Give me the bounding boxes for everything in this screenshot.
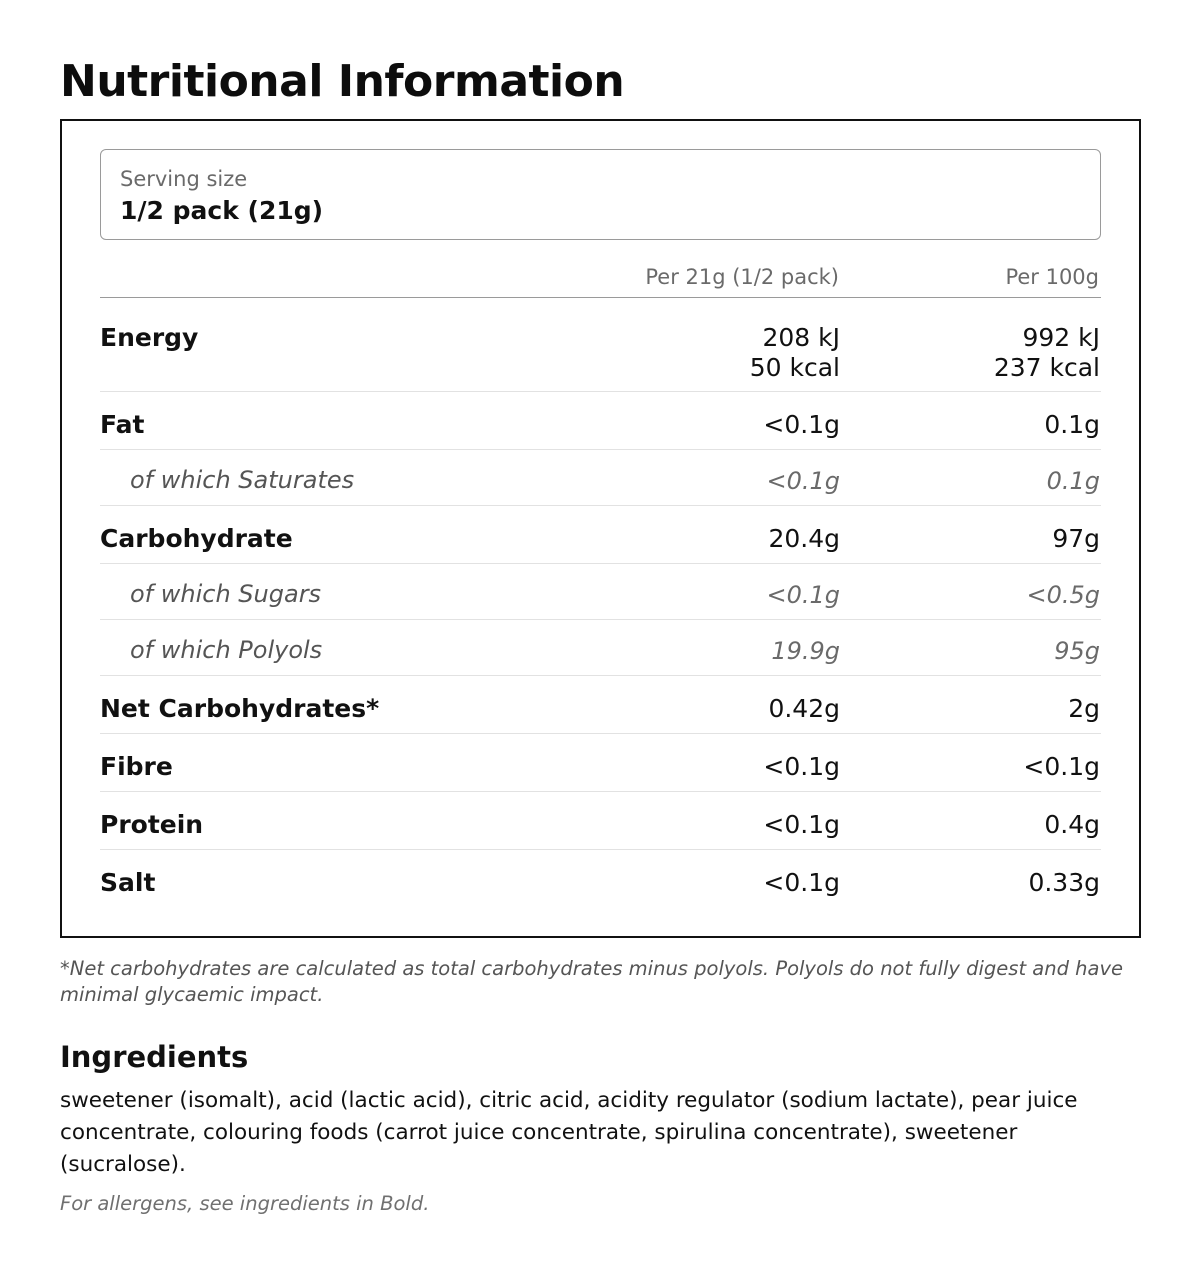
nutrient-label: of which Saturates bbox=[130, 466, 355, 494]
per-serving-value: 19.9g bbox=[771, 637, 840, 665]
column-header-per-serving: Per 21g (1/2 pack) bbox=[645, 265, 839, 289]
per-serving-value: 20.4g bbox=[768, 524, 840, 553]
per-serving-value: <0.1g bbox=[766, 581, 840, 609]
table-row: Net Carbohydrates* 0.42g 2g bbox=[100, 676, 1101, 734]
serving-size-value: 1/2 pack (21g) bbox=[120, 196, 324, 225]
table-row: of which Saturates <0.1g 0.1g bbox=[100, 450, 1101, 506]
table-row: of which Polyols 19.9g 95g bbox=[100, 620, 1101, 676]
per-100g-value-kcal: 237 kcal bbox=[993, 353, 1100, 382]
nutrient-label: of which Polyols bbox=[130, 636, 323, 664]
nutrient-label: Fibre bbox=[100, 752, 173, 781]
column-header-per-100g: Per 100g bbox=[1005, 265, 1099, 289]
table-row: Energy 208 kJ 50 kcal 992 kJ 237 kcal bbox=[100, 298, 1101, 392]
per-100g-value: 0.4g bbox=[1044, 810, 1100, 839]
per-serving-value-kcal: 50 kcal bbox=[749, 353, 840, 382]
per-serving-value: 208 kJ bbox=[762, 323, 840, 352]
nutrient-label: Energy bbox=[100, 323, 199, 352]
table-row: Carbohydrate 20.4g 97g bbox=[100, 506, 1101, 564]
nutrient-rows: Energy 208 kJ 50 kcal 992 kJ 237 kcal Fa… bbox=[100, 298, 1101, 908]
nutrient-label: Carbohydrate bbox=[100, 524, 293, 553]
per-serving-value: 0.42g bbox=[768, 694, 840, 723]
page-title: Nutritional Information bbox=[60, 56, 625, 107]
table-row: Salt <0.1g 0.33g bbox=[100, 850, 1101, 908]
nutrient-label: Salt bbox=[100, 868, 156, 897]
per-100g-value: 2g bbox=[1068, 694, 1100, 723]
table-row: of which Sugars <0.1g <0.5g bbox=[100, 564, 1101, 620]
per-100g-value: 95g bbox=[1054, 637, 1100, 665]
per-100g-value: 992 kJ bbox=[1022, 323, 1100, 352]
per-serving-value: <0.1g bbox=[766, 467, 840, 495]
serving-size-label: Serving size bbox=[120, 167, 248, 191]
table-row: Protein <0.1g 0.4g bbox=[100, 792, 1101, 850]
per-serving-value: <0.1g bbox=[763, 810, 840, 839]
per-serving-value: <0.1g bbox=[763, 752, 840, 781]
table-row: Fat <0.1g 0.1g bbox=[100, 392, 1101, 450]
per-serving-value: <0.1g bbox=[763, 868, 840, 897]
net-carbs-footnote: *Net carbohydrates are calculated as tot… bbox=[60, 957, 1124, 1006]
per-serving-value: <0.1g bbox=[763, 410, 840, 439]
per-100g-value: 0.33g bbox=[1028, 868, 1100, 897]
nutrient-label: of which Sugars bbox=[130, 580, 322, 608]
table-row: Fibre <0.1g <0.1g bbox=[100, 734, 1101, 792]
per-100g-value: 97g bbox=[1052, 524, 1100, 553]
per-100g-value: <0.1g bbox=[1023, 752, 1100, 781]
per-100g-value: 0.1g bbox=[1044, 410, 1100, 439]
ingredients-heading: Ingredients bbox=[60, 1040, 249, 1074]
per-100g-value: <0.5g bbox=[1026, 581, 1100, 609]
nutrient-label: Fat bbox=[100, 410, 145, 439]
per-100g-value: 0.1g bbox=[1046, 467, 1100, 495]
allergen-note: For allergens, see ingredients in Bold. bbox=[60, 1192, 430, 1215]
ingredients-text: sweetener (isomalt), acid (lactic acid),… bbox=[60, 1088, 1078, 1177]
nutrition-table: Serving size 1/2 pack (21g) Per 21g (1/2… bbox=[60, 119, 1141, 938]
serving-size-box: Serving size 1/2 pack (21g) bbox=[100, 149, 1101, 240]
nutrient-label: Net Carbohydrates* bbox=[100, 694, 380, 723]
header-divider bbox=[100, 297, 1101, 298]
nutrient-label: Protein bbox=[100, 810, 204, 839]
